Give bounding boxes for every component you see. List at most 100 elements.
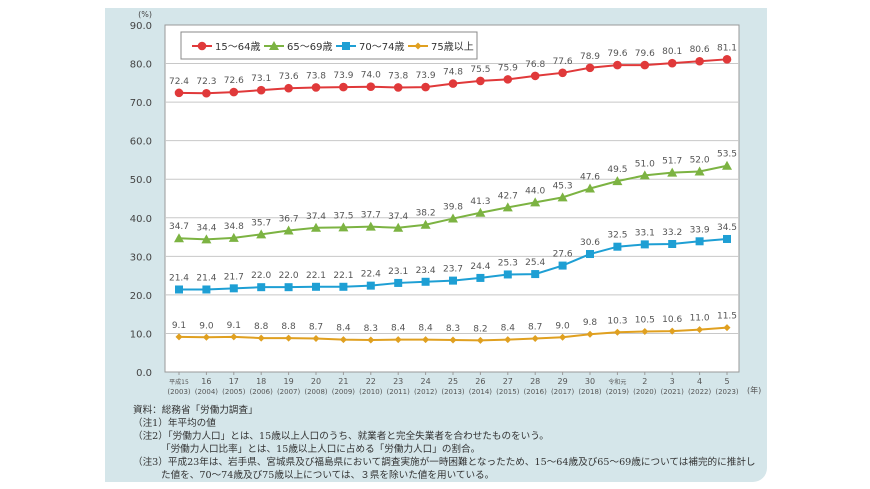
data-point: [476, 76, 485, 86]
note-3-cont: た値を、70～74歳及び75歳以上については、３県を除いた値を用いている。: [161, 470, 495, 481]
data-label: 22.4: [361, 270, 381, 280]
x-tick-year: (2018): [578, 388, 602, 396]
y-tick-label: 80.0: [130, 60, 152, 71]
data-point: [585, 183, 595, 193]
data-label: 8.4: [501, 324, 516, 334]
data-point: [311, 83, 321, 92]
data-point: [531, 270, 540, 279]
data-point: [695, 237, 704, 246]
x-tick-era: 27: [503, 377, 513, 386]
data-label: 51.7: [662, 157, 682, 167]
data-label: 72.6: [224, 76, 244, 86]
note-2: （注2）「労働力人口」とは、15歳以上人口のうち、就業者と完全失業者を合わせたも…: [133, 431, 549, 442]
data-label: 72.4: [169, 77, 189, 87]
data-label: 49.5: [607, 165, 627, 175]
x-tick-era: 4: [697, 377, 702, 386]
data-label: 53.5: [717, 150, 737, 160]
x-tick-year: (2009): [332, 388, 356, 396]
data-label: 35.7: [251, 218, 271, 228]
x-tick-year: (2007): [277, 388, 301, 396]
data-point: [613, 328, 621, 336]
x-tick-era: 19: [284, 377, 294, 386]
data-label: 81.1: [717, 43, 737, 53]
data-label: 75.9: [498, 63, 518, 73]
x-tick-era: 令和元: [608, 378, 626, 386]
data-point: [311, 222, 321, 232]
x-tick-year: (2012): [414, 388, 438, 396]
data-point: [557, 192, 568, 202]
data-point: [284, 83, 293, 93]
x-tick-year: (2003): [167, 388, 191, 396]
data-label: 34.8: [224, 222, 244, 232]
x-tick-year: (2004): [195, 388, 219, 396]
data-point: [696, 326, 704, 334]
data-point: [228, 232, 239, 242]
x-tick-era: 3: [670, 377, 675, 386]
data-point: [393, 83, 403, 92]
x-tick-year: (2022): [688, 388, 712, 396]
data-point: [312, 282, 320, 291]
legend-label: 65～69歳: [287, 41, 332, 53]
x-tick-year: (2019): [606, 388, 630, 396]
note-1: （注1）年平均の値: [133, 418, 216, 429]
data-label: 33.2: [662, 228, 682, 238]
data-point: [476, 336, 484, 344]
data-point: [559, 333, 567, 341]
data-point: [640, 60, 650, 70]
data-label: 22.0: [251, 271, 271, 281]
data-point: [667, 58, 677, 68]
data-point: [394, 278, 403, 287]
legend-label: 70～74歳: [359, 41, 404, 53]
data-point: [339, 82, 348, 92]
data-point: [421, 277, 430, 286]
data-point: [449, 336, 457, 344]
x-tick-era: 30: [585, 377, 595, 386]
data-label: 42.7: [498, 191, 518, 201]
data-point: [448, 79, 458, 88]
x-unit-label: (年): [747, 385, 761, 395]
data-point: [365, 221, 376, 231]
x-tick-year: (2010): [359, 388, 383, 396]
y-tick-label: 10.0: [130, 329, 152, 340]
data-label: 22.1: [333, 271, 353, 281]
data-label: 8.2: [473, 324, 487, 334]
legend-marker: [269, 41, 279, 50]
x-tick-era: 25: [448, 377, 458, 386]
x-tick-era: 23: [393, 377, 403, 386]
data-point: [530, 197, 541, 207]
data-point: [586, 330, 594, 338]
data-label: 21.4: [196, 273, 216, 283]
x-tick-era: 24: [421, 377, 431, 386]
data-label: 77.6: [553, 57, 573, 67]
y-tick-label: 50.0: [130, 175, 152, 186]
data-label: 52.0: [690, 156, 710, 166]
x-tick-era: 2: [642, 377, 647, 386]
y-tick-label: 90.0: [130, 21, 152, 32]
data-label: 9.8: [583, 318, 598, 328]
data-label: 33.9: [690, 225, 710, 235]
y-tick-label: 20.0: [130, 291, 152, 302]
data-label: 23.7: [443, 265, 463, 275]
data-point: [613, 60, 622, 70]
data-point: [694, 166, 705, 176]
data-label: 8.8: [254, 322, 269, 332]
x-tick-year: (2013): [441, 388, 465, 396]
data-point: [175, 285, 183, 294]
data-label: 24.4: [470, 262, 490, 272]
data-label: 80.6: [690, 45, 710, 55]
data-point: [202, 333, 210, 341]
data-point: [229, 87, 239, 97]
data-label: 10.6: [662, 315, 682, 325]
data-point: [449, 276, 457, 285]
x-tick-era: 5: [724, 377, 729, 386]
data-label: 11.0: [690, 314, 710, 324]
data-point: [202, 285, 211, 294]
x-tick-era: 平成15: [169, 378, 189, 386]
data-label: 37.5: [333, 211, 353, 221]
x-tick-year: (2015): [496, 388, 520, 396]
data-point: [256, 229, 267, 239]
source-note: 資料：総務省「労働力調査」: [133, 405, 258, 416]
x-tick-year: (2014): [469, 388, 493, 396]
data-point: [448, 213, 458, 223]
note-2-cont: 「労働力人口比率」とは、15歳以上人口に占める「労働力人口」の割合。: [161, 444, 481, 455]
